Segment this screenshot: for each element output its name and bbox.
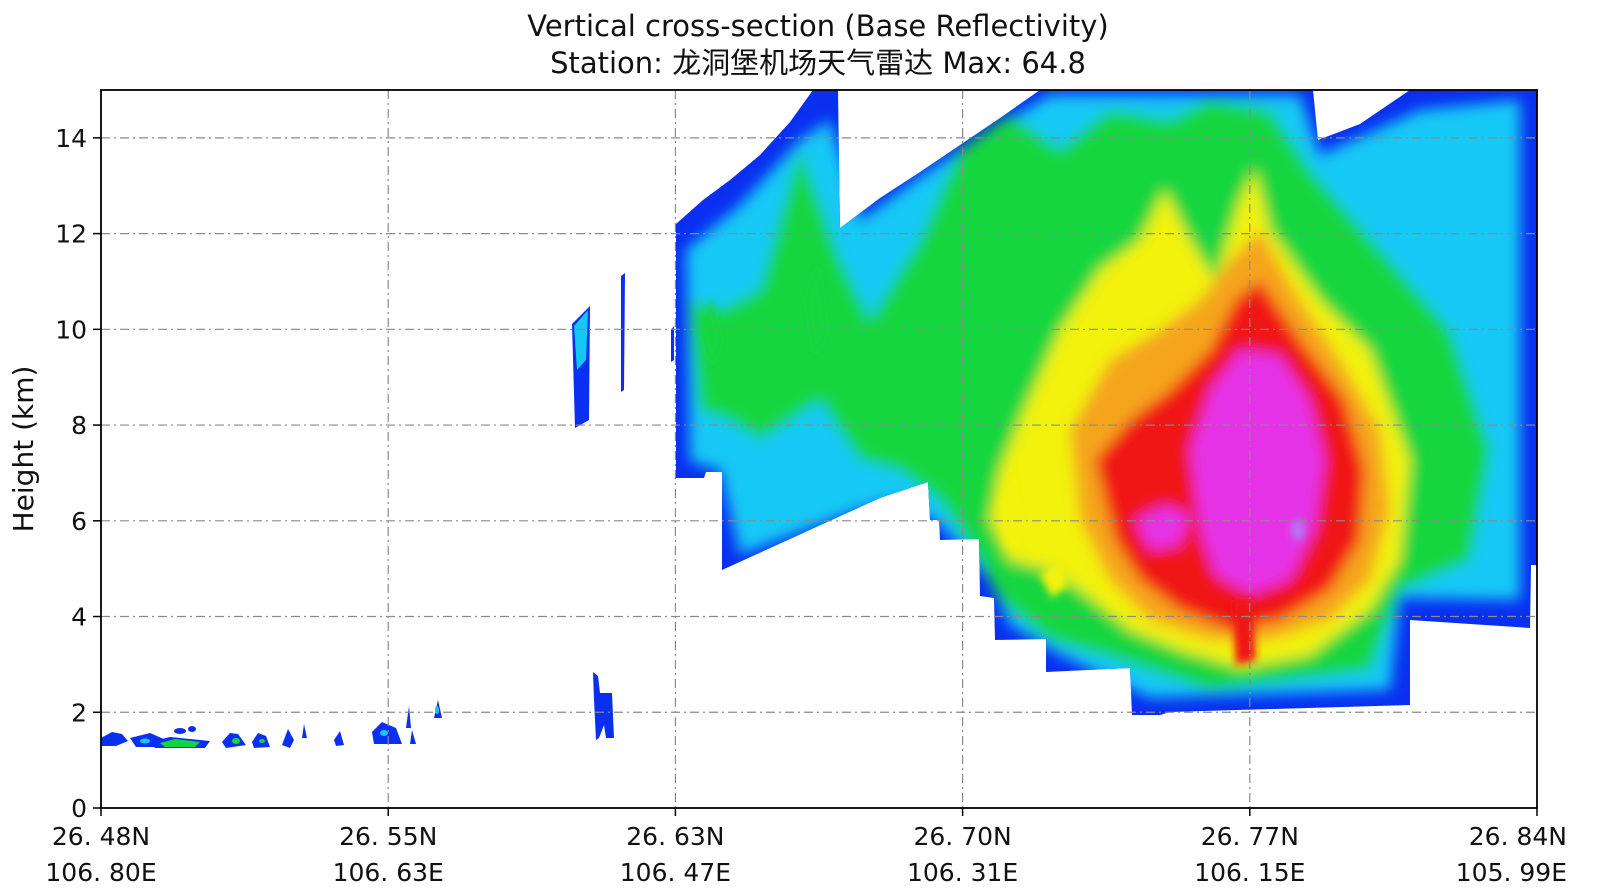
y-tick-label: 4 (71, 603, 87, 632)
x-tick-label-lat: 26. 48N (52, 822, 150, 851)
x-tick-label-lon: 106. 15E (1194, 858, 1305, 887)
echo-cell-tower-1-cyan (574, 310, 588, 370)
x-tick-label-lon: 105. 99E (1456, 858, 1567, 887)
y-tick-label: 12 (55, 220, 87, 249)
y-tick-label: 0 (71, 794, 87, 823)
x-tick-label-lat: 26. 84N (1469, 822, 1567, 851)
echo-yellow-low-lobe (1040, 560, 1068, 598)
echo-red-low-column (1232, 600, 1256, 665)
x-tick-label-lon: 106. 80E (45, 858, 156, 887)
x-tick-label-lon: 106. 47E (620, 858, 731, 887)
y-tick-label: 6 (71, 507, 87, 536)
low-level-echoes-green (160, 738, 265, 747)
chart-title: Vertical cross-section (Base Reflectivit… (527, 9, 1108, 43)
echo-yellow-left-lobe (1000, 470, 1025, 550)
x-axis: 26. 48N 106. 80E 26. 55N 106. 63E 26. 63N 106… (45, 808, 1567, 887)
y-tick-label: 14 (55, 124, 87, 153)
y-tick-label: 8 (71, 411, 87, 440)
echo-violet-core (1291, 519, 1305, 541)
chart-subtitle: Station: 龙洞堡机场天气雷达 Max: 64.8 (550, 46, 1086, 80)
x-tick-label-lon: 106. 31E (907, 858, 1018, 887)
echo-green-streak-1 (700, 300, 722, 370)
y-axis-label: Height (km) (7, 366, 40, 533)
echo-green-streak-2 (805, 260, 828, 360)
echo-cell-column-2 (671, 326, 674, 362)
x-tick-label-lat: 26. 77N (1201, 822, 1299, 851)
low-level-echoes-cyan (140, 706, 439, 744)
reflectivity-field (101, 90, 1537, 748)
grid (101, 90, 1537, 808)
echo-cell-column-1 (593, 672, 614, 740)
y-axis: 0 2 4 6 8 10 12 14 (55, 124, 101, 823)
y-tick-label: 2 (71, 698, 87, 727)
plot-frame (100, 89, 1538, 809)
echo-magenta (1190, 350, 1325, 595)
x-tick-label-lat: 26. 55N (339, 822, 437, 851)
low-level-echoes (101, 700, 442, 748)
echo-magenta-left (1135, 505, 1190, 550)
x-tick-label-lon: 106. 63E (333, 858, 444, 887)
x-tick-label-lat: 26. 70N (913, 822, 1011, 851)
y-tick-label: 10 (55, 315, 87, 344)
x-tick-label-lat: 26. 63N (626, 822, 724, 851)
echo-cell-tower-2 (621, 273, 625, 392)
